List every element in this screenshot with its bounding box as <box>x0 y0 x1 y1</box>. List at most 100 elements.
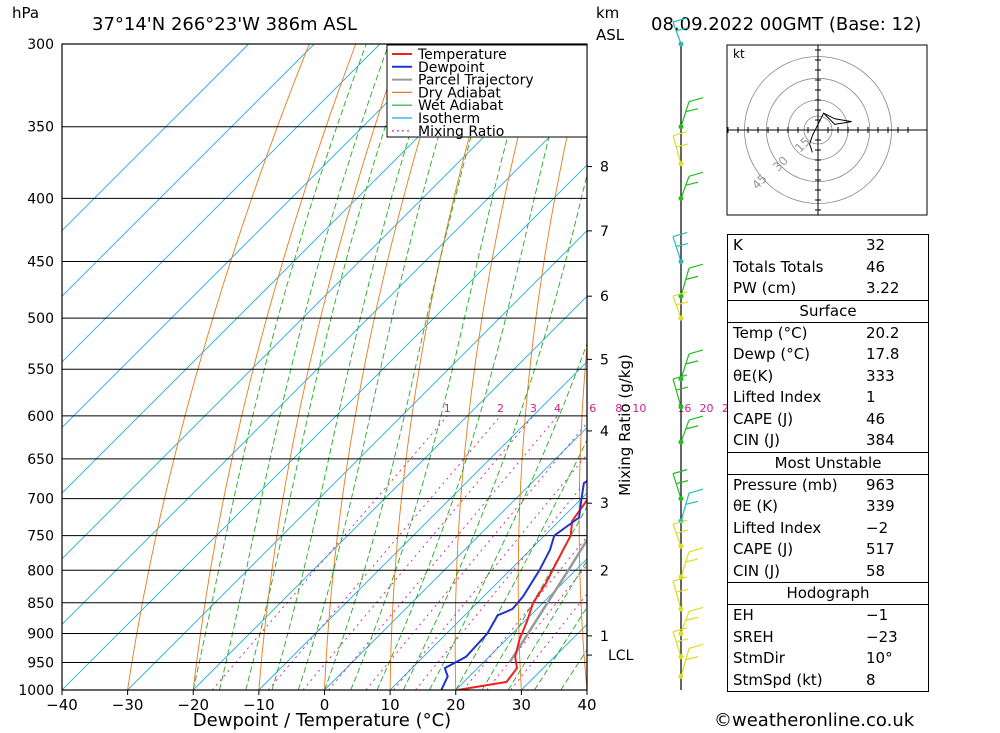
most-unstable-row: CIN (J) 58 <box>728 561 928 583</box>
wind-barb-feather <box>685 558 699 563</box>
wind-barb-feather <box>675 386 689 391</box>
pressure-tick-label: 700 <box>27 492 54 508</box>
x-tick-label: −30 <box>112 696 144 714</box>
legend-label: Isotherm <box>418 111 480 127</box>
x-tick-label: 40 <box>577 696 596 714</box>
wind-barb-feather <box>675 529 689 534</box>
wind-barb-feather <box>685 360 699 365</box>
isotherm-line <box>62 44 381 363</box>
pressure-tick-label: 800 <box>27 563 54 579</box>
wind-barb-feather <box>675 301 689 306</box>
height-unit-km: km <box>596 4 619 22</box>
hodograph-stat-row: StmSpd (kt) 8 <box>728 670 928 692</box>
wind-barb-feather <box>672 519 688 525</box>
wet-adiabat-line <box>192 44 367 690</box>
footer-credit[interactable]: ©weatheronline.co.uk <box>714 710 915 731</box>
temperature-line <box>457 498 587 690</box>
wind-barb-feather <box>672 374 688 380</box>
legend-label: Dewpoint <box>418 60 485 76</box>
wind-barb-feather <box>672 291 688 297</box>
wind-barb-feather <box>685 108 699 113</box>
mixing-ratio-line <box>462 535 587 690</box>
sounding-profiles <box>440 480 587 690</box>
wind-barb <box>672 524 682 547</box>
wet-adiabat-line <box>324 44 499 690</box>
height-tick-label: 4 <box>600 424 609 440</box>
pressure-tick-label: 850 <box>27 596 54 612</box>
isotherm-line <box>62 44 249 232</box>
surface-label: CIN (J) <box>733 431 781 449</box>
wind-barb-feather <box>685 275 699 280</box>
hodograph-stat-label: StmSpd (kt) <box>733 670 823 689</box>
height-tick-label: 3 <box>600 496 609 512</box>
most-unstable-row: θE (K) 339 <box>728 496 928 518</box>
wind-barb-feather <box>688 547 704 553</box>
wind-barb-feather <box>675 27 689 32</box>
pressure-tick-label: 1000 <box>18 683 54 699</box>
wind-barb-feather <box>672 131 688 137</box>
surface-value: 384 <box>866 431 895 449</box>
wind-barb <box>680 648 690 677</box>
wind-barbs <box>672 17 704 690</box>
most-unstable-row: Pressure (mb) 963 <box>728 475 928 497</box>
x-tick-label: −40 <box>46 696 78 714</box>
most-unstable-value: −2 <box>866 518 889 537</box>
surface-value: 1 <box>866 388 876 406</box>
wind-barb-feather <box>672 231 688 238</box>
mixing-ratio-tick-label: 6 <box>589 402 596 415</box>
mixing-ratio-tick-label: 4 <box>554 402 561 415</box>
surface-row: Lifted Index 1 <box>728 387 928 409</box>
hodograph-stat-value: 8 <box>866 670 876 689</box>
surface-value: 17.8 <box>866 345 900 363</box>
surface-value: 46 <box>866 409 886 428</box>
pressure-tick-label: 750 <box>27 529 54 545</box>
surface-label: θE(K) <box>733 366 774 385</box>
surface-title: Surface <box>728 301 928 323</box>
wind-barb-feather <box>685 616 699 621</box>
most-unstable-label: θE (K) <box>733 497 778 515</box>
wind-barb-feather <box>688 643 704 649</box>
wind-barb <box>672 378 682 408</box>
most-unstable-row: CAPE (J) 517 <box>728 539 928 561</box>
wind-barb-feather <box>688 488 704 494</box>
wet-adiabat-line <box>429 342 587 690</box>
wind-barb-feather <box>688 606 704 613</box>
isotherm-line <box>324 426 587 690</box>
x-tick-label: 30 <box>512 696 531 714</box>
hodograph-stat-row: EH −1 <box>728 605 928 627</box>
dry-adiabat-line <box>127 44 310 690</box>
wet-adiabat-line <box>219 44 390 690</box>
wind-barb-dot <box>678 124 684 130</box>
hodograph-stat-label: SREH <box>733 627 774 646</box>
height-tick-label: LCL <box>608 648 634 664</box>
wind-barb <box>672 473 682 499</box>
surface-label: Temp (°C) <box>733 323 808 342</box>
surface-row: θE(K) 333 <box>728 366 928 388</box>
wet-adiabat-line <box>481 505 587 690</box>
wet-adiabat-line <box>455 439 587 690</box>
parcel-trajectory-line <box>508 537 587 664</box>
hodograph-stat-label: EH <box>733 606 754 624</box>
mixing-ratio-tick-label: 1 <box>444 402 451 415</box>
most-unstable-title: Most Unstable <box>728 453 928 475</box>
pressure-tick-label: 650 <box>27 452 54 468</box>
most-unstable-label: CIN (J) <box>733 561 781 580</box>
wind-barb-feather <box>675 588 689 593</box>
dry-adiabat-line <box>958 44 1000 690</box>
wind-barb-feather <box>685 500 699 505</box>
wind-barb <box>680 551 690 578</box>
mixing-ratio-line <box>486 564 587 690</box>
height-unit-asl: ASL <box>596 26 625 44</box>
surface-row: CAPE (J) 46 <box>728 409 928 431</box>
most-unstable-row: Lifted Index −2 <box>728 518 928 540</box>
wind-barb-feather <box>675 480 689 485</box>
mixing-ratio-line <box>267 415 501 690</box>
wind-barb <box>680 268 690 297</box>
date-title: 08.09.2022 00GMT (Base: 12) <box>651 14 921 35</box>
height-tick-label: 5 <box>600 352 609 368</box>
wind-barb-feather <box>672 469 688 475</box>
isotherm-line <box>62 44 578 560</box>
wind-barb <box>672 236 682 262</box>
isotherm-line <box>258 361 587 690</box>
